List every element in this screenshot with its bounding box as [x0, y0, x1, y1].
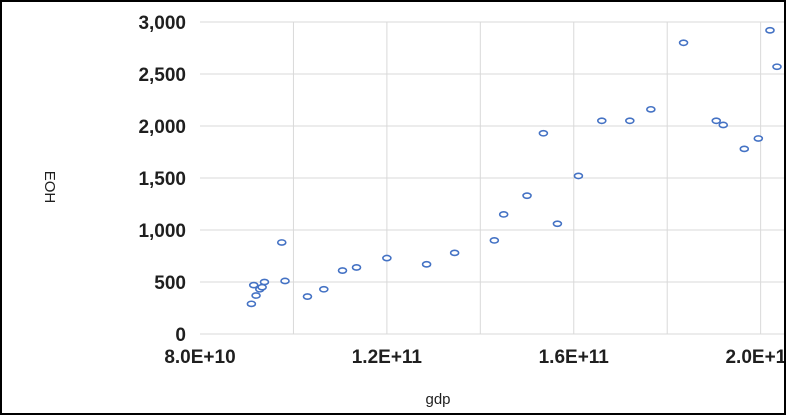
y-tick-label: 0	[175, 325, 186, 346]
data-point	[718, 121, 729, 129]
data-point	[596, 117, 607, 125]
data-point	[382, 254, 392, 262]
data-point	[753, 135, 764, 142]
y-tick-label: 1,500	[138, 169, 186, 190]
data-point	[276, 239, 287, 246]
y-axis-label: EOH	[41, 171, 58, 204]
data-point	[498, 210, 509, 218]
data-point	[522, 192, 532, 200]
data-point	[646, 105, 656, 113]
tick-labels: 0 500 1,000 1,500 2,000 2,500 3,000 8.0E+10 1.2E…	[138, 13, 784, 368]
data-point	[280, 277, 290, 285]
data-point	[449, 249, 460, 257]
data-point	[765, 26, 775, 34]
x-tick-label: 1.6E+11	[539, 347, 610, 368]
x-tick-label: 1.2E+11	[352, 347, 423, 368]
data-points	[246, 26, 782, 308]
data-point	[302, 293, 313, 300]
data-point	[251, 292, 261, 299]
data-point	[421, 260, 432, 268]
data-point	[351, 264, 362, 271]
data-point	[711, 117, 722, 125]
data-point	[248, 281, 259, 289]
data-point	[573, 172, 584, 180]
gridlines	[200, 21, 784, 335]
x-tick-label: 2.0E+11	[725, 347, 784, 368]
data-point	[678, 39, 689, 47]
data-point	[538, 129, 549, 137]
data-point	[319, 285, 329, 293]
y-tick-label: 500	[154, 273, 186, 294]
data-point	[772, 63, 782, 71]
data-point	[625, 117, 635, 125]
y-tick-label: 2,000	[138, 117, 186, 138]
data-point	[246, 300, 257, 308]
data-point	[552, 220, 563, 228]
x-axis-label: gdp	[425, 391, 450, 408]
y-tick-label: 1,000	[138, 221, 186, 242]
data-point	[337, 267, 348, 274]
data-point	[489, 236, 500, 244]
data-point	[739, 145, 750, 153]
y-tick-label: 3,000	[138, 13, 186, 34]
y-tick-label: 2,500	[138, 65, 186, 86]
x-tick-label: 8.0E+10	[164, 347, 235, 368]
data-point	[259, 278, 270, 286]
